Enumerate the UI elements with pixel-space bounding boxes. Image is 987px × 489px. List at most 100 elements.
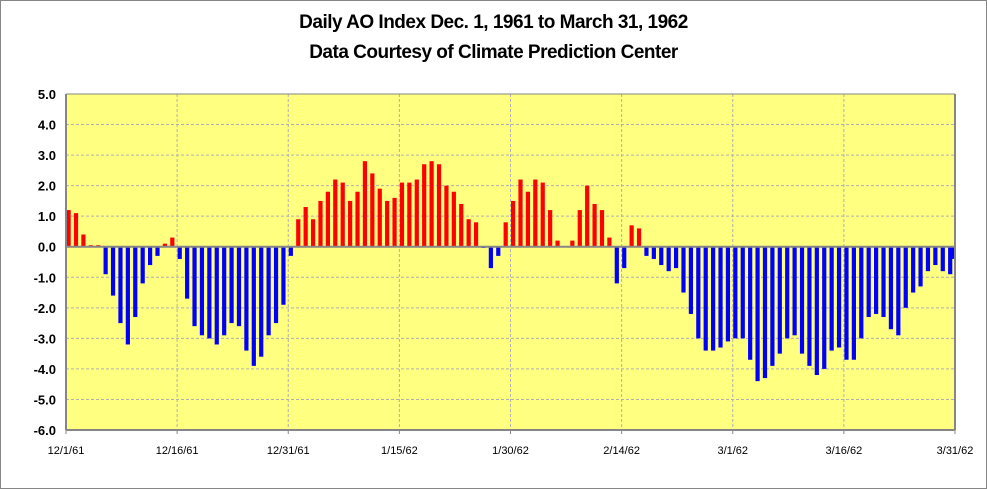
bar <box>177 246 182 259</box>
bar <box>859 246 864 339</box>
bar <box>399 182 405 247</box>
bar <box>599 210 605 247</box>
bar <box>592 203 597 247</box>
bar <box>688 246 693 314</box>
bar <box>629 225 634 247</box>
bar <box>577 210 582 247</box>
bar <box>933 246 938 266</box>
bar <box>444 185 449 247</box>
bar <box>118 246 123 324</box>
bar <box>651 246 656 259</box>
bar <box>659 246 664 266</box>
bar <box>451 191 456 247</box>
bar <box>207 246 212 339</box>
bar <box>496 246 501 256</box>
bar <box>829 246 834 351</box>
y-tick-label: -6.0 <box>34 423 56 438</box>
bar <box>925 246 931 272</box>
bar <box>303 207 308 247</box>
bar <box>548 210 553 247</box>
bar <box>222 246 227 336</box>
bar <box>696 246 701 339</box>
bar <box>807 246 812 366</box>
y-axis-ticks: 5.0 4.0 3.0 2.0 1.0 0.0 -1.0 -2.0 -3.0 -4.0 -5.0 -6… <box>34 87 56 438</box>
bar <box>799 246 805 354</box>
bar <box>607 237 612 247</box>
chart-title: Daily AO Index Dec. 1, 1961 to March 31,… <box>299 12 688 33</box>
bar <box>681 246 686 293</box>
bar <box>273 246 279 324</box>
y-tick-label: 2.0 <box>38 179 56 194</box>
bar <box>162 243 168 247</box>
bar <box>748 246 753 360</box>
bar <box>236 246 242 327</box>
bar <box>703 246 708 351</box>
x-tick-label: 2/14/62 <box>603 445 640 457</box>
bar <box>73 213 79 247</box>
bar <box>422 164 427 247</box>
bar <box>896 246 901 336</box>
bar <box>110 246 116 296</box>
bar <box>310 219 316 247</box>
y-tick-label: 3.0 <box>38 148 56 163</box>
bar <box>466 219 471 247</box>
bar <box>318 200 323 247</box>
bar <box>518 179 523 247</box>
bar <box>429 161 434 247</box>
bar <box>340 182 345 247</box>
bar <box>244 246 249 351</box>
bar <box>888 246 894 330</box>
chart-subtitle: Data Courtesy of Climate Prediction Cent… <box>309 42 678 63</box>
bar <box>392 197 397 247</box>
bar <box>355 191 360 247</box>
bar <box>436 164 442 247</box>
y-tick-label: -2.0 <box>34 301 56 316</box>
bar <box>266 246 271 336</box>
bar <box>814 246 819 376</box>
bar <box>362 161 368 247</box>
bar <box>585 185 590 247</box>
x-tick-label: 3/1/62 <box>717 445 748 457</box>
bar <box>348 200 353 247</box>
bar <box>214 246 219 345</box>
bar <box>385 200 390 247</box>
bar <box>836 246 842 348</box>
x-tick-label: 12/16/61 <box>156 445 199 457</box>
bar <box>281 246 286 305</box>
x-tick-label: 3/31/62 <box>937 445 974 457</box>
bar <box>666 246 671 272</box>
bar <box>844 246 849 360</box>
bar <box>125 246 130 345</box>
bar <box>755 246 760 382</box>
bar <box>851 246 856 360</box>
bar <box>103 246 108 275</box>
bar <box>407 182 412 247</box>
bar <box>725 246 731 342</box>
bar <box>903 246 908 308</box>
bar <box>711 246 716 351</box>
bar <box>296 219 301 247</box>
bar <box>950 246 955 259</box>
bar <box>140 246 145 284</box>
bar <box>511 200 516 247</box>
bar <box>251 246 256 366</box>
x-tick-label: 3/16/62 <box>826 445 863 457</box>
y-tick-label: 1.0 <box>38 209 56 224</box>
bar <box>488 246 493 269</box>
bars <box>66 161 955 382</box>
y-tick-label: -3.0 <box>34 331 56 346</box>
bar <box>370 173 375 247</box>
bar <box>503 222 508 247</box>
bar <box>155 246 160 256</box>
bar <box>614 246 619 284</box>
bar <box>147 246 153 266</box>
bar <box>881 246 886 317</box>
bar <box>325 191 330 247</box>
bar <box>525 191 531 247</box>
bar <box>866 246 871 317</box>
bar <box>414 179 419 247</box>
bar <box>644 246 649 256</box>
bar <box>918 246 923 287</box>
bar <box>822 246 827 369</box>
